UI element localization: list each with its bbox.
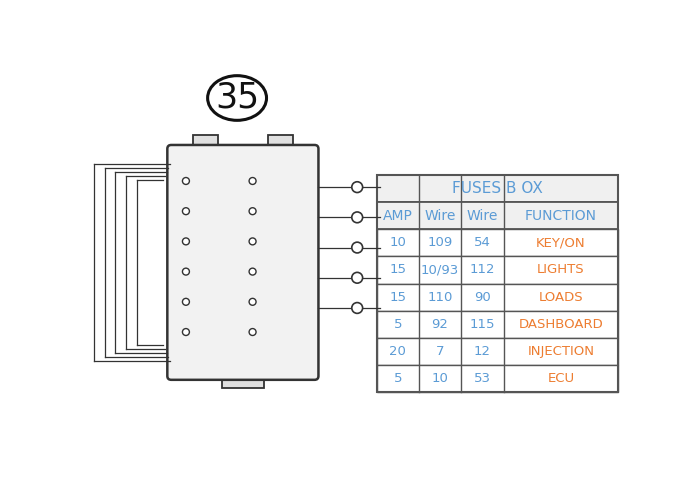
Bar [377, 175, 618, 392]
Text: 112: 112 [470, 264, 495, 276]
Text: 20: 20 [389, 345, 406, 358]
Text: AMP: AMP [383, 209, 413, 223]
Bar [259, 297, 300, 306]
Text: 110: 110 [428, 291, 453, 304]
Circle shape [249, 328, 256, 336]
Circle shape [352, 272, 363, 283]
Bar [247, 166, 304, 362]
Bar [192, 327, 234, 337]
Circle shape [249, 208, 256, 214]
Bar [192, 176, 234, 185]
Text: ECU: ECU [547, 372, 575, 385]
Bar [192, 267, 234, 276]
Bar [222, 374, 264, 388]
Text: 15: 15 [389, 291, 406, 304]
Circle shape [249, 298, 256, 305]
Circle shape [352, 182, 363, 193]
Text: LIGHTS: LIGHTS [537, 264, 584, 276]
FancyBboxPatch shape [167, 145, 318, 380]
Circle shape [183, 178, 190, 185]
Circle shape [249, 268, 256, 275]
Circle shape [352, 242, 363, 253]
Text: 5: 5 [393, 372, 402, 385]
Bar [192, 207, 234, 216]
Bar [193, 135, 218, 150]
Text: 53: 53 [474, 372, 491, 385]
Bar [192, 297, 234, 306]
Circle shape [183, 238, 190, 245]
Circle shape [249, 238, 256, 245]
Text: FUSES B OX: FUSES B OX [452, 181, 543, 196]
Circle shape [352, 302, 363, 313]
Bar [259, 207, 300, 216]
Text: 92: 92 [432, 318, 449, 331]
Bar [268, 135, 293, 150]
Text: DASHBOARD: DASHBOARD [519, 318, 603, 331]
Text: 5: 5 [393, 318, 402, 331]
Bar [377, 365, 618, 392]
Circle shape [352, 212, 363, 223]
Text: 7: 7 [436, 345, 445, 358]
Text: FUNCTION: FUNCTION [525, 209, 597, 223]
Circle shape [183, 208, 190, 214]
Text: 15: 15 [389, 264, 406, 276]
Circle shape [183, 268, 190, 275]
Text: 10/93: 10/93 [421, 264, 459, 276]
Text: 12: 12 [474, 345, 491, 358]
Text: Wire: Wire [467, 209, 498, 223]
Text: 54: 54 [474, 236, 491, 249]
Bar [377, 256, 618, 284]
Bar [377, 202, 618, 229]
Ellipse shape [208, 76, 267, 120]
Bar [377, 175, 618, 202]
Circle shape [249, 178, 256, 185]
Bar [377, 311, 618, 338]
Bar [259, 237, 300, 246]
Circle shape [183, 298, 190, 305]
Bar [377, 284, 618, 311]
Text: KEY/ON: KEY/ON [536, 236, 586, 249]
Text: 90: 90 [474, 291, 491, 304]
Bar [259, 267, 300, 276]
Text: LOADS: LOADS [538, 291, 583, 304]
Bar [181, 166, 238, 362]
Text: INJECTION: INJECTION [527, 345, 594, 358]
Text: Wire: Wire [424, 209, 456, 223]
Bar [192, 237, 234, 246]
Text: 10: 10 [432, 372, 449, 385]
Text: 115: 115 [470, 318, 495, 331]
Bar [377, 338, 618, 365]
Text: 35: 35 [215, 81, 259, 115]
Text: 109: 109 [428, 236, 453, 249]
Bar [259, 176, 300, 185]
Circle shape [183, 328, 190, 336]
Text: 10: 10 [389, 236, 406, 249]
Bar [259, 327, 300, 337]
Bar [377, 229, 618, 256]
